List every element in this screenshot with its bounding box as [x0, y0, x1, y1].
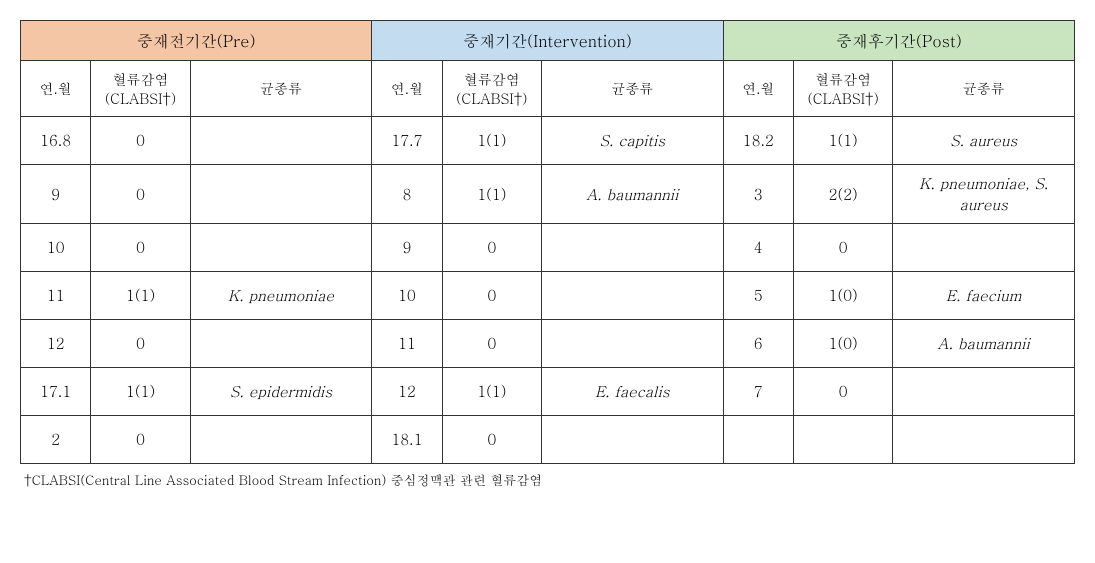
- period-header-intervention: 중재기간(Intervention): [372, 21, 723, 61]
- table-row: 111(1)K. pneumoniae100 51(0)E. faecium: [21, 272, 1075, 320]
- table-row: 90 81(1)A. baumannii32(2)K. pneumoniae, S…: [21, 165, 1075, 224]
- cell-clabsi: 0: [91, 320, 191, 368]
- subheader-pre-ym: 연.월: [21, 61, 91, 117]
- cell-species: [893, 224, 1075, 272]
- cell-species: S. capitis: [542, 117, 724, 165]
- subheader-pre-species: 균종류: [190, 61, 372, 117]
- footnote: †CLABSI(Central Line Associated Blood St…: [20, 470, 1075, 489]
- table-row: 17.11(1)S. epidermidis121(1)E. faecalis7…: [21, 368, 1075, 416]
- cell-species: [542, 272, 724, 320]
- cell-ym: 11: [372, 320, 442, 368]
- cell-ym: 10: [372, 272, 442, 320]
- cell-clabsi: 0: [442, 272, 542, 320]
- table-body: 16.8017.71(1)S. capitis18.21(1)S. aureus…: [21, 117, 1075, 464]
- cell-clabsi: 0: [91, 117, 191, 165]
- cell-clabsi: 0: [442, 224, 542, 272]
- cell-ym: 12: [21, 320, 91, 368]
- clabsi-label-line1: 혈류감염: [464, 69, 520, 89]
- cell-ym: 3: [723, 165, 793, 224]
- cell-clabsi: 0: [793, 224, 893, 272]
- cell-species: E. faecium: [893, 272, 1075, 320]
- cell-ym: 10: [21, 224, 91, 272]
- table-row: 16.8017.71(1)S. capitis18.21(1)S. aureus: [21, 117, 1075, 165]
- subheader-post-ym: 연.월: [723, 61, 793, 117]
- cell-ym: 6: [723, 320, 793, 368]
- cell-ym: 2: [21, 416, 91, 464]
- cell-species: [542, 320, 724, 368]
- cell-species: S. aureus: [893, 117, 1075, 165]
- cell-species: [190, 416, 372, 464]
- clabsi-label-line2: (CLABSI†): [105, 88, 176, 108]
- cell-ym: 9: [21, 165, 91, 224]
- subheader-int-ym: 연.월: [372, 61, 442, 117]
- cell-clabsi: 1(1): [442, 368, 542, 416]
- cell-species: [542, 224, 724, 272]
- table-row: 12011061(0)A. baumannii: [21, 320, 1075, 368]
- cell-species: [542, 416, 724, 464]
- subheader-post-species: 균종류: [893, 61, 1075, 117]
- cell-clabsi: 0: [793, 368, 893, 416]
- cell-ym: 9: [372, 224, 442, 272]
- cell-species: K. pneumoniae: [190, 272, 372, 320]
- cell-clabsi: 1(1): [442, 117, 542, 165]
- cell-ym: 17.7: [372, 117, 442, 165]
- cell-species: S. epidermidis: [190, 368, 372, 416]
- subheader-int-species: 균종류: [542, 61, 724, 117]
- cell-species: [893, 368, 1075, 416]
- cell-species: E. faecalis: [542, 368, 724, 416]
- table-row: 1009040: [21, 224, 1075, 272]
- cell-clabsi: 1(1): [793, 117, 893, 165]
- cell-species: [190, 165, 372, 224]
- cell-species: [190, 224, 372, 272]
- cell-clabsi: 0: [91, 416, 191, 464]
- cell-clabsi: 1(1): [91, 272, 191, 320]
- subheader-post-clabsi: 혈류감염 (CLABSI†): [793, 61, 893, 117]
- cell-clabsi: 0: [442, 320, 542, 368]
- cell-ym: 16.8: [21, 117, 91, 165]
- period-header-post: 중재후기간(Post): [723, 21, 1074, 61]
- cell-ym: [723, 416, 793, 464]
- cell-ym: 7: [723, 368, 793, 416]
- cell-ym: 4: [723, 224, 793, 272]
- clabsi-label-line2: (CLABSI†): [456, 88, 527, 108]
- cell-ym: 8: [372, 165, 442, 224]
- cell-ym: 18.2: [723, 117, 793, 165]
- table-row: 2018.10: [21, 416, 1075, 464]
- cell-ym: 18.1: [372, 416, 442, 464]
- clabsi-label-line1: 혈류감염: [113, 69, 169, 89]
- cell-clabsi: 0: [91, 165, 191, 224]
- period-header-pre: 중재전기간(Pre): [21, 21, 372, 61]
- cell-clabsi: [793, 416, 893, 464]
- cell-species: [190, 117, 372, 165]
- cell-species: A. baumannii: [542, 165, 724, 224]
- cell-species: [893, 416, 1075, 464]
- clabsi-label-line2: (CLABSI†): [807, 88, 878, 108]
- cell-clabsi: 1(0): [793, 320, 893, 368]
- cell-ym: 11: [21, 272, 91, 320]
- cell-clabsi: 2(2): [793, 165, 893, 224]
- cell-species: K. pneumoniae, S. aureus: [893, 165, 1075, 224]
- cell-ym: 5: [723, 272, 793, 320]
- cell-ym: 12: [372, 368, 442, 416]
- cell-species: [190, 320, 372, 368]
- sub-header-row: 연.월 혈류감염 (CLABSI†) 균종류 연.월 혈류감염 (CLABSI†…: [21, 61, 1075, 117]
- subheader-int-clabsi: 혈류감염 (CLABSI†): [442, 61, 542, 117]
- cell-ym: 17.1: [21, 368, 91, 416]
- subheader-pre-clabsi: 혈류감염 (CLABSI†): [91, 61, 191, 117]
- cell-clabsi: 1(0): [793, 272, 893, 320]
- period-header-row: 중재전기간(Pre) 중재기간(Intervention) 중재후기간(Post…: [21, 21, 1075, 61]
- cell-clabsi: 0: [91, 224, 191, 272]
- cell-clabsi: 1(1): [442, 165, 542, 224]
- clabsi-label-line1: 혈류감염: [815, 69, 871, 89]
- clabsi-table: 중재전기간(Pre) 중재기간(Intervention) 중재후기간(Post…: [20, 20, 1075, 464]
- clabsi-table-container: 중재전기간(Pre) 중재기간(Intervention) 중재후기간(Post…: [20, 20, 1075, 489]
- cell-clabsi: 0: [442, 416, 542, 464]
- cell-species: A. baumannii: [893, 320, 1075, 368]
- cell-clabsi: 1(1): [91, 368, 191, 416]
